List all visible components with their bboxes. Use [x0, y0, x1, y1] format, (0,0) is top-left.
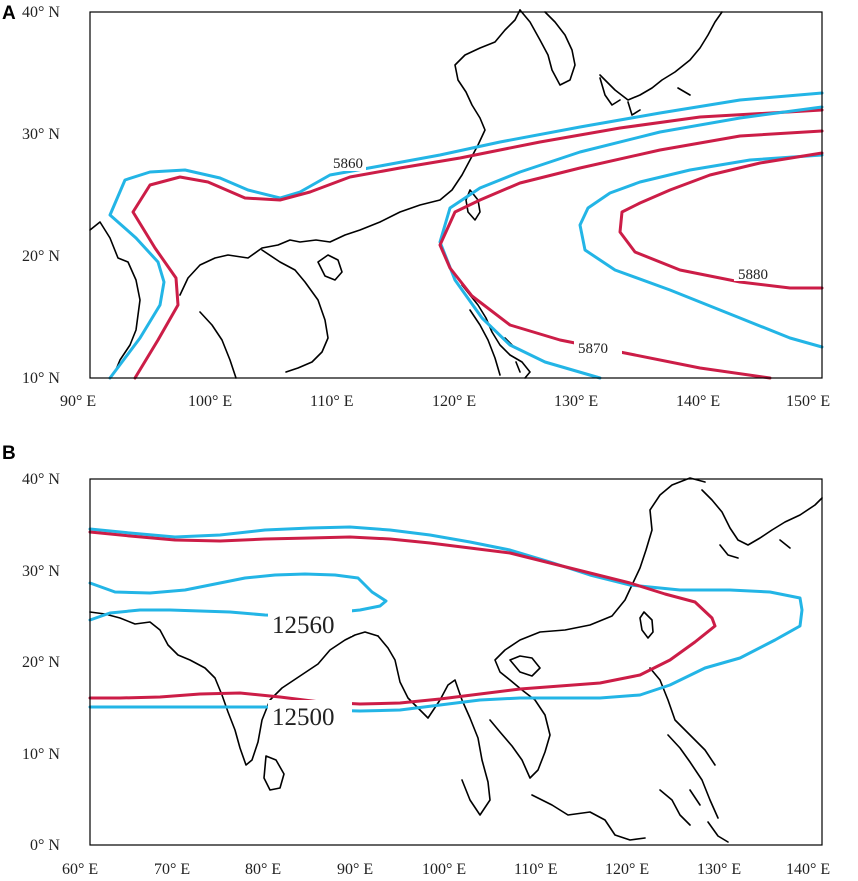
panel-b-coastline-korea-japan — [701, 489, 823, 559]
panel-a-lon-tick: 120° E — [432, 393, 476, 410]
panel-b: B 12560 12500 40° N 30° N 20° N 10° N — [2, 443, 830, 878]
panel-a-coastline-korea-japan — [519, 9, 723, 116]
panel-b-contour-label: 12560 — [272, 612, 335, 639]
panel-b-coastline-indonesia — [531, 789, 729, 843]
panel-b-lon-tick: 140° E — [786, 861, 830, 878]
panel-b-coastline-southeast-asia — [377, 477, 706, 816]
panel-a-letter: A — [2, 3, 16, 24]
panel-a-contour-blue-inner — [578, 153, 824, 349]
panel-a-contour-blue-middle — [438, 105, 824, 380]
panel-b-frame — [89, 478, 823, 846]
panel-a-map: 5860 5880 5870 — [89, 9, 824, 380]
panel-a-contour-label: 5870 — [578, 341, 608, 357]
panel-b-map: 12560 12500 — [88, 477, 823, 843]
panel-a-lat-tick: 20° N — [22, 248, 60, 265]
panel-a-label-bg — [734, 263, 774, 281]
panel-b-lat-tick: 40° N — [22, 471, 60, 488]
panel-b-coastline-sri-lanka — [263, 755, 285, 791]
panel-a-lon-tick: 150° E — [786, 393, 830, 410]
panel-b-contour-blue-outer — [88, 525, 804, 713]
panel-a-label-bg — [574, 338, 622, 356]
panel-b-lon-tick: 100° E — [422, 861, 466, 878]
panel-a-frame — [89, 11, 823, 379]
panel-a-lon-tick: 90° E — [60, 393, 96, 410]
panel-a-lon-tick: 110° E — [310, 393, 354, 410]
panel-a-contour-red-inner — [618, 151, 824, 290]
panel-a-lat-tick: 10° N — [22, 370, 60, 387]
panel-a-contour-blue-outer-west — [108, 91, 824, 380]
panel-b-lon-tick: 110° E — [514, 861, 558, 878]
panel-a-lon-tick: 100° E — [188, 393, 232, 410]
panel-b-lat-tick: 10° N — [22, 746, 60, 763]
panel-a-lon-tick: 130° E — [554, 393, 598, 410]
panel-b-lat-tick: 30° N — [22, 563, 60, 580]
panel-b-lon-tick: 60° E — [62, 861, 98, 878]
panel-a-label-bg — [328, 153, 366, 171]
panel-b-lon-tick: 90° E — [337, 861, 373, 878]
panel-a-coastline-mainland — [89, 9, 521, 379]
panel-a-contour-red-outer-west — [131, 108, 824, 380]
panel-b-coastline-india — [89, 611, 379, 766]
panel-a-contour-label: 5880 — [738, 267, 768, 283]
panel-b-coastline-philippines — [649, 667, 719, 819]
panel-b-coastline-taiwan — [639, 611, 654, 639]
panel-b-label-bg — [268, 700, 352, 728]
panel-b-lat-tick: 0° N — [30, 837, 60, 854]
panel-b-contour-blue-inner — [88, 572, 388, 622]
panel-b-letter: B — [2, 443, 16, 464]
panel-a-lon-tick: 140° E — [676, 393, 720, 410]
panel-b-lon-tick: 70° E — [154, 861, 190, 878]
panel-b-lat-tick: 20° N — [22, 654, 60, 671]
panel-b-lon-tick: 130° E — [697, 861, 741, 878]
panel-b-lon-tick: 120° E — [605, 861, 649, 878]
panel-b-contour-red — [88, 530, 717, 706]
panel-a: A 5860 5880 5870 40° N 30° N 20° — [2, 3, 830, 410]
panel-a-lat-tick: 40° N — [22, 4, 60, 21]
panel-a-contour-label: 5860 — [333, 156, 363, 172]
panel-b-contour-label: 12500 — [272, 704, 335, 731]
panel-b-lon-tick: 80° E — [245, 861, 281, 878]
panel-a-lat-tick: 30° N — [22, 126, 60, 143]
panel-b-label-bg — [268, 608, 352, 636]
panel-a-coastline-philippines — [461, 284, 531, 379]
